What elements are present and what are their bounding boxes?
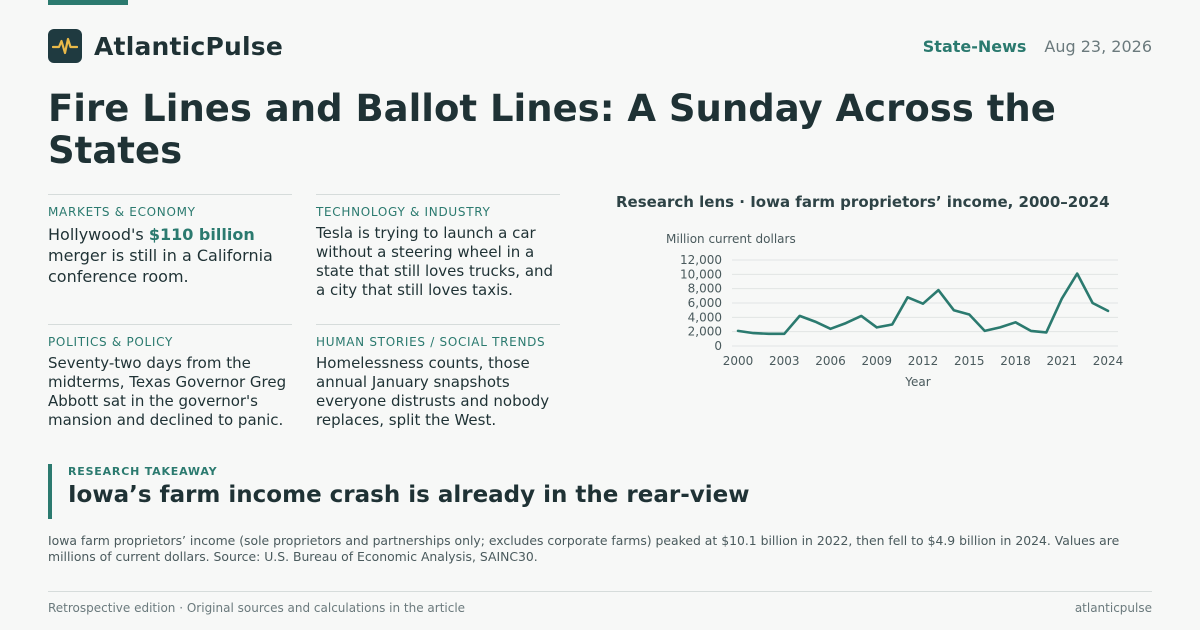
footer-site-name[interactable]: atlanticpulse (1074, 601, 1152, 615)
chart-title: Research lens · Iowa farm proprietors’ i… (616, 193, 1110, 211)
series-line (736, 272, 1110, 336)
story-card-technology[interactable]: TECHNOLOGY & INDUSTRY Tesla is trying to… (316, 194, 560, 300)
y-tick-label: 12,000 (680, 253, 722, 267)
card-text: Tesla is trying to launch a car without … (316, 224, 554, 299)
publish-date: Aug 23, 2026 (1044, 36, 1152, 56)
x-tick-label: 2009 (861, 354, 892, 368)
x-tick-label: 2021 (1046, 354, 1077, 368)
brand-name: AtlanticPulse (94, 31, 284, 61)
x-axis-label: Year (904, 375, 930, 389)
takeaway-label: RESEARCH TAKEAWAY (68, 465, 218, 478)
footer-note: Retrospective edition · Original sources… (48, 601, 466, 615)
y-tick-label: 0 (714, 339, 722, 353)
takeaway-title: Iowa’s farm income crash is already in t… (68, 482, 750, 508)
story-card-human-stories[interactable]: HUMAN STORIES / SOCIAL TRENDS Homelessne… (316, 324, 560, 430)
x-tick-label: 2006 (815, 354, 846, 368)
x-tick-label: 2012 (908, 354, 939, 368)
card-text: Homelessness counts, those annual Januar… (316, 354, 550, 429)
card-kicker: HUMAN STORIES / SOCIAL TRENDS (316, 335, 546, 349)
x-tick-label: 2003 (769, 354, 800, 368)
pulse-icon (48, 29, 82, 63)
card-kicker: TECHNOLOGY & INDUSTRY (316, 205, 491, 219)
card-highlight: $110 billion (148, 225, 255, 244)
top-accent-bar (48, 0, 128, 5)
y-tick-label: 4,000 (688, 310, 722, 324)
page-footer: Retrospective edition · Original sources… (48, 591, 1152, 615)
card-kicker: POLITICS & POLICY (48, 335, 174, 349)
brand[interactable]: AtlanticPulse (48, 29, 283, 63)
research-chart: 0 2,000 4,000 6,000 8,000 10,000 12,000 2000 200… (600, 190, 1140, 400)
card-text-start: Hollywood's (48, 225, 149, 244)
card-kicker: MARKETS & ECONOMY (48, 205, 196, 219)
y-axis-label: Million current dollars (666, 232, 796, 246)
research-takeaway: RESEARCH TAKEAWAY Iowa’s farm income cra… (48, 464, 1152, 519)
x-tick-label: 2000 (723, 354, 754, 368)
story-card-markets[interactable]: MARKETS & ECONOMY Hollywood's $110 billi… (48, 194, 292, 287)
takeaway-summary: Iowa farm proprietors’ income (sole prop… (48, 533, 1120, 564)
header-meta: State-News Aug 23, 2026 (923, 37, 1152, 56)
card-text: Seventy-two days from the midterms, Texa… (48, 354, 287, 429)
x-tick-label: 2018 (1000, 354, 1031, 368)
y-tick-label: 8,000 (688, 282, 722, 296)
page-headline: Fire Lines and Ballot Lines: A Sunday Ac… (48, 87, 1056, 172)
story-card-politics[interactable]: POLITICS & POLICY Seventy-two days from … (48, 324, 292, 430)
card-text: Hollywood's $110 billion merger is still… (48, 224, 292, 287)
card-text-end: merger is still in a California conferen… (48, 246, 273, 286)
y-tick-label: 6,000 (688, 296, 722, 310)
site-header: AtlanticPulse State-News Aug 23, 2026 (48, 28, 1152, 64)
y-tick-label: 2,000 (688, 325, 722, 339)
y-tick-label: 10,000 (680, 267, 722, 281)
x-tick-label: 2024 (1093, 354, 1124, 368)
section-link[interactable]: State-News (922, 36, 1027, 56)
x-tick-label: 2015 (954, 354, 985, 368)
